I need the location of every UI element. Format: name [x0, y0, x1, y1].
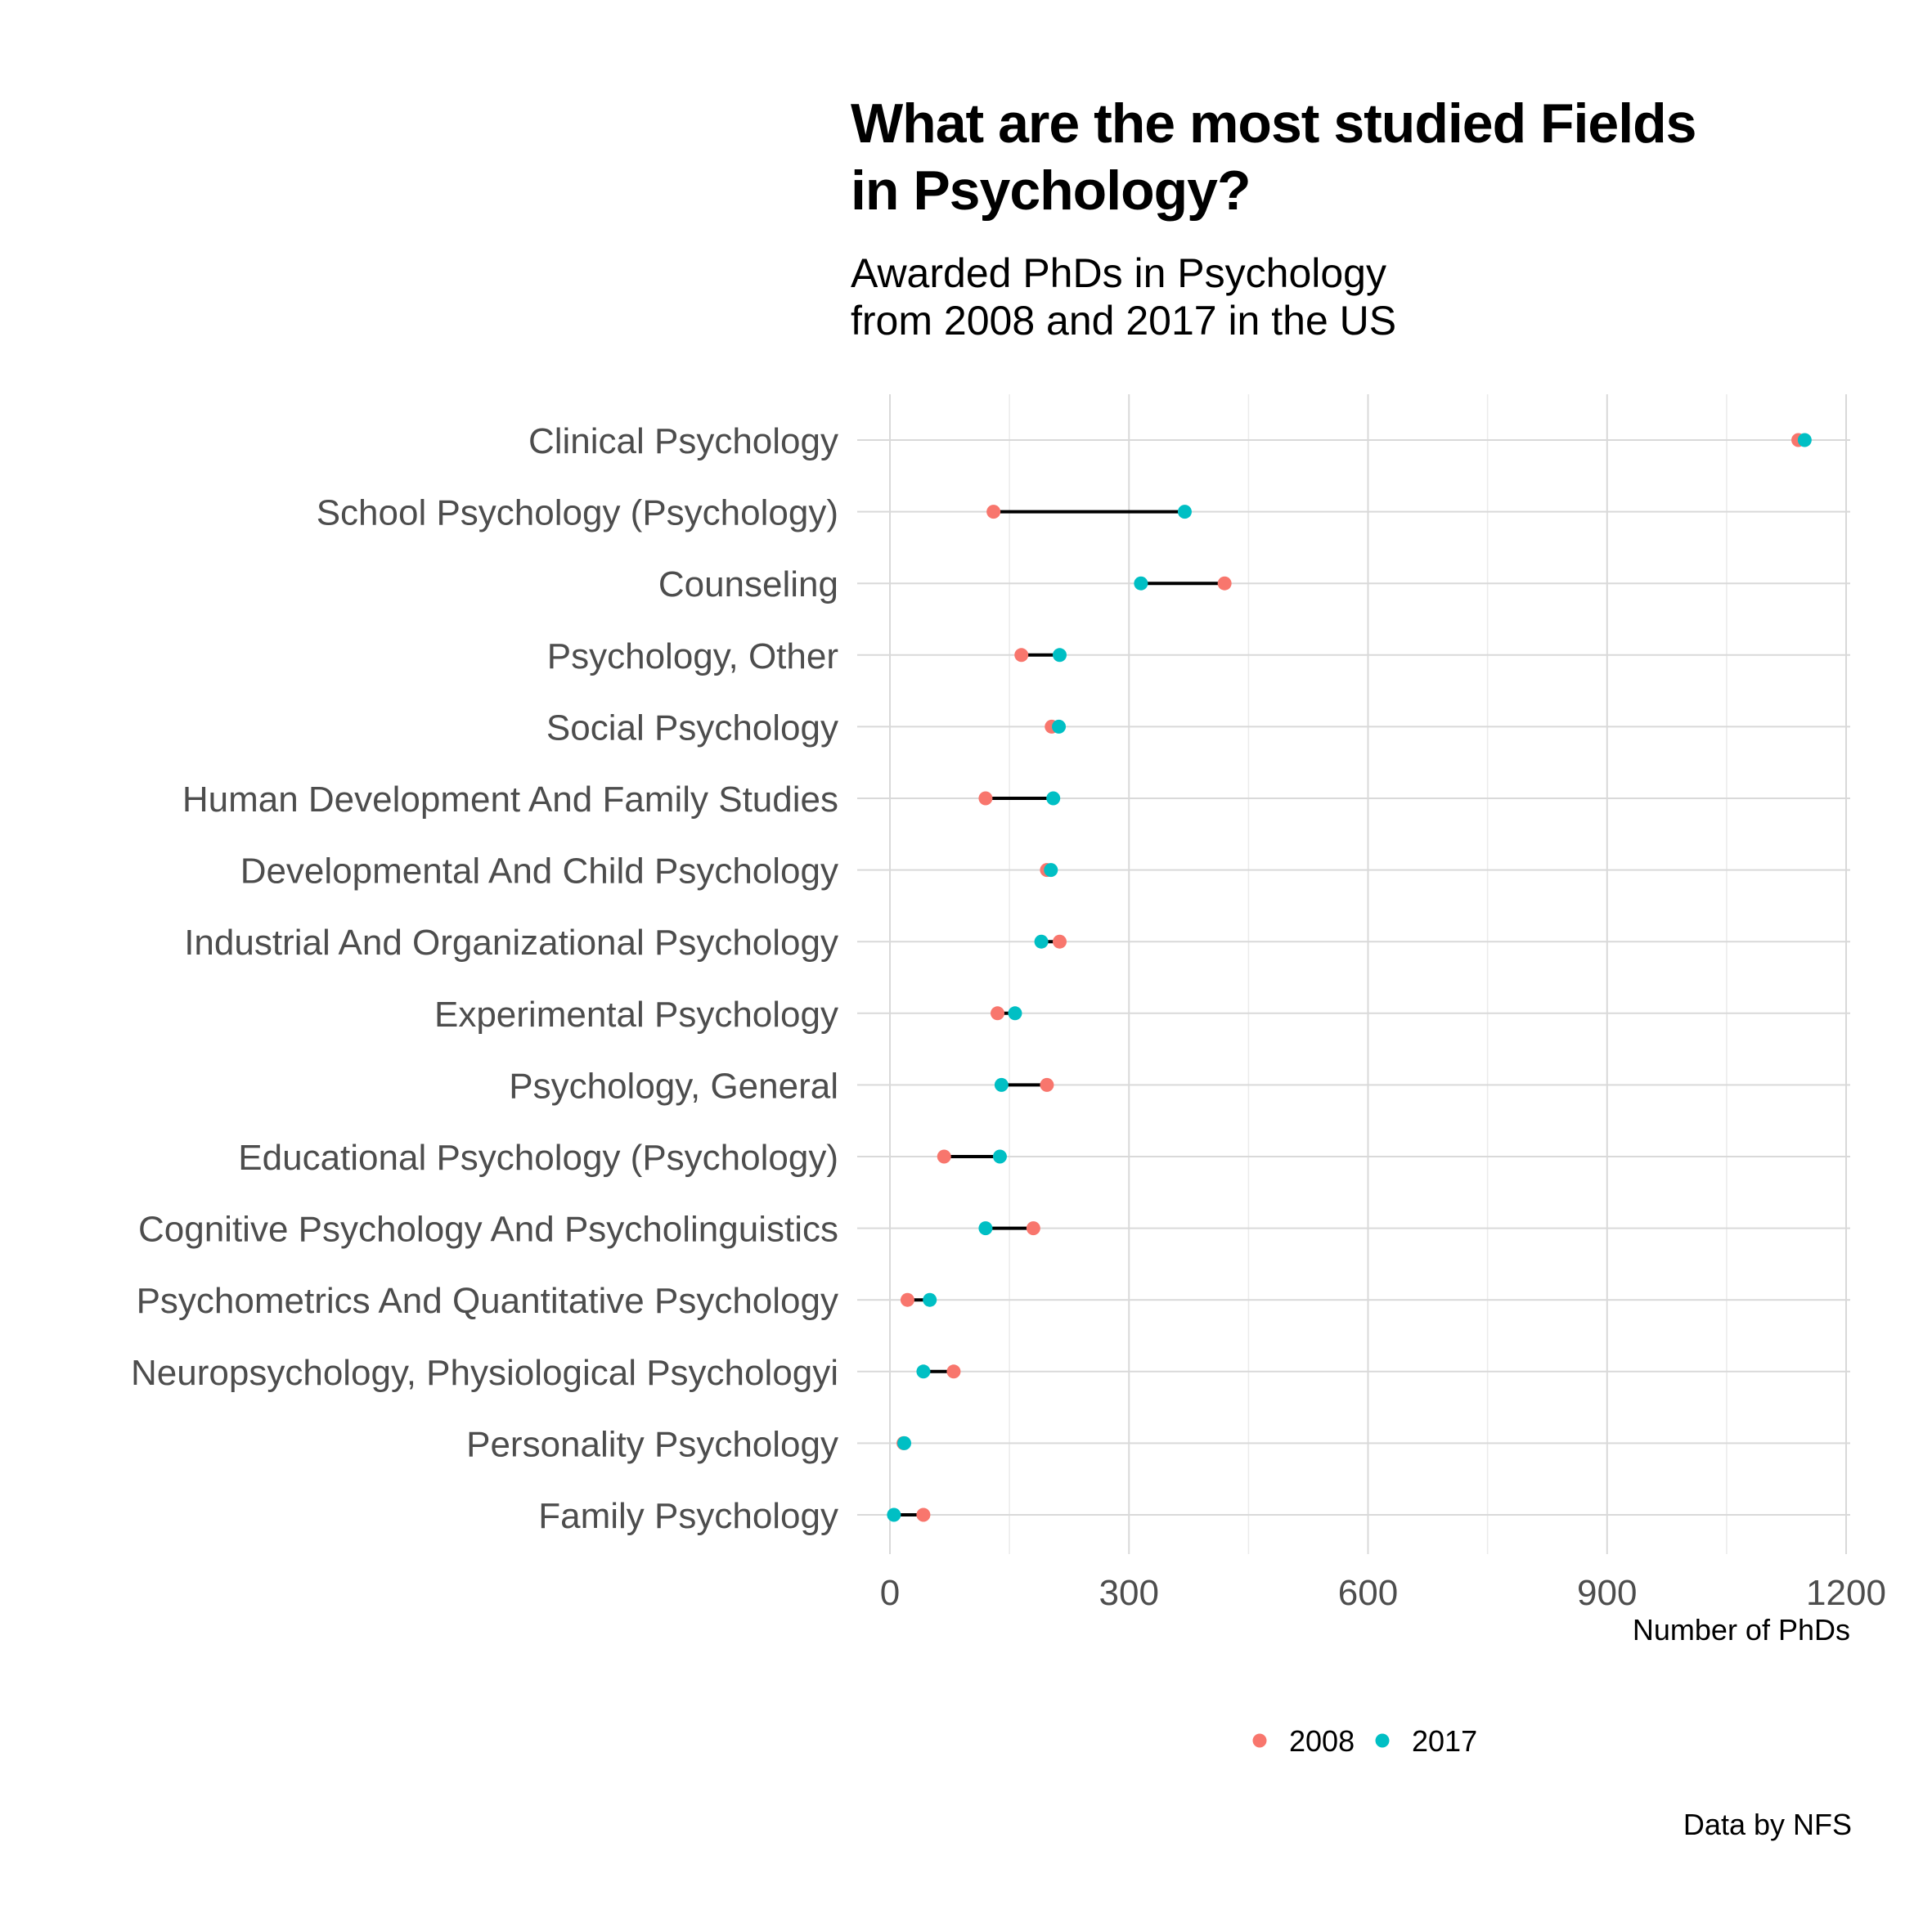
point-2017 — [916, 1364, 931, 1379]
y-tick-label: Psychology, Other — [547, 636, 838, 676]
y-tick-label: Family Psychology — [538, 1496, 838, 1536]
chart-title: What are the most studied Fields in Psyc… — [851, 92, 1697, 222]
point-2017 — [1052, 719, 1067, 734]
y-tick-label: Experimental Psychology — [434, 995, 838, 1035]
point-2017 — [887, 1507, 901, 1522]
point-2017 — [1052, 648, 1067, 663]
point-2008 — [916, 1507, 931, 1522]
x-axis-title: Number of PhDs — [1633, 1613, 1850, 1647]
point-2008 — [946, 1364, 961, 1379]
x-tick-label: 1200 — [1806, 1573, 1886, 1613]
data-points — [887, 433, 1812, 1522]
y-tick-label: Industrial And Organizational Psychology — [184, 923, 838, 963]
point-2008 — [1014, 648, 1029, 663]
point-2017 — [1046, 791, 1061, 806]
legend: 2008 2017 — [1252, 1724, 1477, 1758]
point-2008 — [978, 791, 993, 806]
y-tick-label: Counseling — [658, 564, 838, 604]
point-2008 — [900, 1292, 914, 1307]
x-tick-label: 0 — [880, 1573, 900, 1613]
point-2017 — [1134, 576, 1148, 591]
point-2008 — [986, 505, 1001, 519]
y-tick-label: Clinical Psychology — [528, 421, 838, 461]
point-2017 — [978, 1221, 993, 1236]
grid-lines — [857, 394, 1850, 1554]
point-2008 — [1026, 1221, 1040, 1236]
y-tick-label: Human Development And Family Studies — [182, 780, 838, 820]
y-tick-label: Personality Psychology — [466, 1424, 838, 1464]
x-tick-label: 300 — [1099, 1573, 1159, 1613]
dumbbell-segments — [893, 438, 1805, 1516]
y-tick-label: Psychometrics And Quantitative Psycholog… — [137, 1281, 838, 1321]
point-2017 — [994, 1077, 1009, 1092]
point-2017 — [1034, 934, 1049, 949]
y-tick-label: Cognitive Psychology And Psycholinguisti… — [138, 1210, 838, 1250]
chart-caption: Data by NFS — [1683, 1808, 1852, 1841]
point-2017 — [897, 1436, 912, 1450]
point-2017 — [923, 1292, 937, 1307]
point-2008 — [991, 1006, 1005, 1021]
point-2017 — [992, 1149, 1007, 1164]
point-2008 — [1052, 934, 1067, 949]
x-tick-label: 600 — [1338, 1573, 1398, 1613]
y-tick-label: Developmental And Child Psychology — [240, 851, 838, 892]
x-tick-label: 900 — [1577, 1573, 1637, 1613]
legend-label-2017: 2017 — [1412, 1724, 1477, 1758]
axis-labels: Clinical Psychology School Psychology (Ps… — [131, 421, 1886, 1647]
point-2008 — [1217, 576, 1232, 591]
point-2017 — [1177, 505, 1192, 519]
point-2017 — [1797, 433, 1812, 447]
legend-label-2008: 2008 — [1289, 1724, 1355, 1758]
y-tick-label: Neuropsychology, Physiological Psycholog… — [131, 1353, 838, 1393]
y-tick-label: Educational Psychology (Psychology) — [238, 1138, 838, 1178]
y-tick-label: Psychology, General — [509, 1066, 838, 1106]
legend-key-2008 — [1252, 1733, 1267, 1748]
point-2008 — [1040, 1077, 1054, 1092]
chart-subtitle: Awarded PhDs in Psychology from 2008 and… — [851, 250, 1397, 344]
y-tick-label: Social Psychology — [546, 708, 838, 748]
y-tick-label: School Psychology (Psychology) — [317, 493, 838, 533]
legend-key-2017 — [1375, 1733, 1390, 1748]
point-2008 — [937, 1149, 951, 1164]
point-2017 — [1008, 1006, 1022, 1021]
point-2017 — [1044, 863, 1058, 878]
